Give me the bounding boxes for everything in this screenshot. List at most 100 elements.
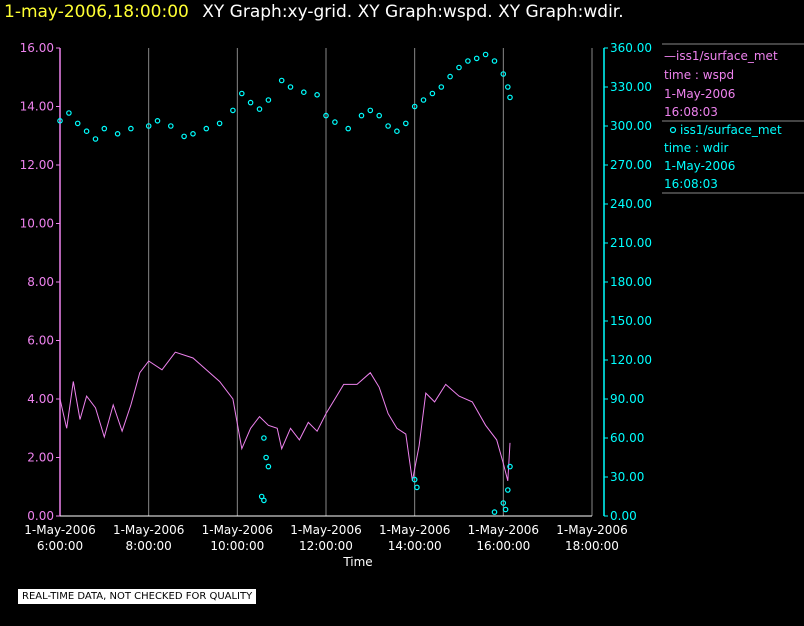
wdir-point: [411, 103, 418, 110]
wdir-point: [507, 463, 513, 470]
legend-wdir-name: iss1/surface_met: [680, 123, 782, 137]
legend-wdir-marker: [669, 126, 677, 134]
wdir-point: [261, 435, 267, 441]
legend-wspd-name: —iss1/surface_met: [664, 49, 778, 63]
left-tick-label: 8.00: [27, 275, 54, 289]
wdir-point: [376, 112, 383, 119]
wdir-point: [504, 487, 511, 493]
legend-wdir-date: 1-May-2006: [664, 159, 735, 173]
legend-wspd-subtitle: time : wspd: [664, 68, 734, 82]
legend-wdir-subtitle: time : wdir: [664, 141, 729, 155]
wdir-point: [465, 58, 471, 64]
wdir-point: [402, 120, 409, 127]
wdir-point: [456, 64, 462, 71]
x-tick-time: 16:00:00: [476, 539, 530, 553]
wdir-point: [265, 463, 272, 470]
wdir-point: [500, 500, 507, 506]
wdir-point: [265, 97, 272, 103]
wdir-point: [414, 484, 420, 491]
wspd-line: [59, 351, 511, 482]
wdir-point: [128, 125, 134, 132]
left-tick-label: 2.00: [27, 451, 54, 465]
wdir-point: [491, 509, 498, 515]
wdir-point: [502, 506, 509, 513]
wdir-point: [411, 476, 418, 483]
wdir-point: [239, 90, 245, 97]
wdir-point: [92, 136, 99, 142]
left-tick-label: 16.00: [20, 41, 54, 55]
wdir-point: [491, 58, 498, 64]
x-tick-time: 14:00:00: [388, 539, 442, 553]
right-tick-label: 30.00: [610, 470, 644, 484]
wdir-point: [230, 107, 236, 114]
x-tick-time: 8:00:00: [126, 539, 172, 553]
x-tick-date: 1-May-2006: [24, 523, 95, 537]
x-axis-label: Time: [342, 555, 372, 569]
x-tick-date: 1-May-2006: [379, 523, 450, 537]
wdir-point: [278, 77, 285, 84]
right-tick-label: 360.00: [610, 41, 652, 55]
right-tick-label: 210.00: [610, 236, 652, 250]
series-area: [57, 51, 513, 515]
header-date: 1-may-2006,18:00:00: [4, 2, 189, 22]
right-tick-label: 300.00: [610, 119, 652, 133]
wdir-point: [83, 128, 90, 135]
right-tick-label: 270.00: [610, 158, 652, 172]
wdir-point: [114, 131, 121, 137]
axes: 1-May-2006 6:00:00 1-May-2006 8:00:00 1-May-…: [20, 41, 652, 569]
wdir-point: [74, 120, 81, 127]
header-title: XY Graph:xy-grid. XY Graph:wspd. XY Grap…: [202, 2, 624, 22]
wdir-point: [345, 125, 352, 132]
wdir-point: [287, 84, 294, 90]
x-tick-date: 1-May-2006: [290, 523, 361, 537]
wdir-point: [420, 97, 427, 103]
right-tick-label: 0.00: [610, 509, 637, 523]
right-tick-label: 150.00: [610, 314, 652, 328]
wdir-point: [190, 131, 196, 137]
legend-wdir-time: 16:08:03: [664, 177, 718, 191]
wdir-point: [145, 123, 152, 129]
wdir-point: [168, 123, 174, 129]
x-tick-time: 12:00:00: [299, 539, 353, 553]
right-tick-label: 120.00: [610, 353, 652, 367]
wdir-point: [500, 71, 507, 77]
wdir-point: [181, 133, 187, 140]
quality-note: REAL-TIME DATA, NOT CHECKED FOR QUALITY: [18, 589, 257, 604]
wdir-point: [216, 120, 223, 127]
x-tick-date: 1-May-2006: [113, 523, 184, 537]
wdir-point: [332, 119, 338, 125]
wdir-point: [263, 454, 269, 461]
wdir-point: [482, 51, 489, 58]
left-tick-label: 14.00: [20, 100, 54, 114]
right-tick-label: 90.00: [610, 392, 644, 406]
right-tick-label: 240.00: [610, 197, 652, 211]
right-tick-label: 180.00: [610, 275, 652, 289]
right-tick-label: 330.00: [610, 80, 652, 94]
wdir-point: [447, 73, 453, 80]
right-tick-label: 60.00: [610, 431, 644, 445]
wdir-point: [203, 125, 210, 132]
wdir-point: [261, 497, 267, 504]
wdir-point: [358, 112, 365, 119]
wdir-point: [154, 118, 161, 124]
wdir-point: [394, 128, 400, 135]
left-tick-label: 6.00: [27, 334, 54, 348]
x-tick-date: 1-May-2006: [556, 523, 627, 537]
chart-header: 1-may-2006,18:00:00 XY Graph:xy-grid. XY…: [4, 2, 624, 22]
wdir-point: [504, 84, 511, 90]
x-tick-time: 10:00:00: [210, 539, 264, 553]
wdir-point: [101, 125, 108, 132]
wdir-point: [256, 106, 263, 112]
left-tick-label: 0.00: [27, 509, 54, 523]
wdir-point: [367, 107, 374, 114]
wdir-point: [385, 123, 391, 129]
x-tick-time: 6:00:00: [37, 539, 83, 553]
left-tick-label: 10.00: [20, 217, 54, 231]
wdir-point: [323, 112, 329, 119]
left-tick-label: 4.00: [27, 392, 54, 406]
x-tick-date: 1-May-2006: [468, 523, 539, 537]
left-tick-label: 12.00: [20, 158, 54, 172]
wdir-point: [473, 55, 480, 62]
wdir-point: [57, 118, 63, 124]
